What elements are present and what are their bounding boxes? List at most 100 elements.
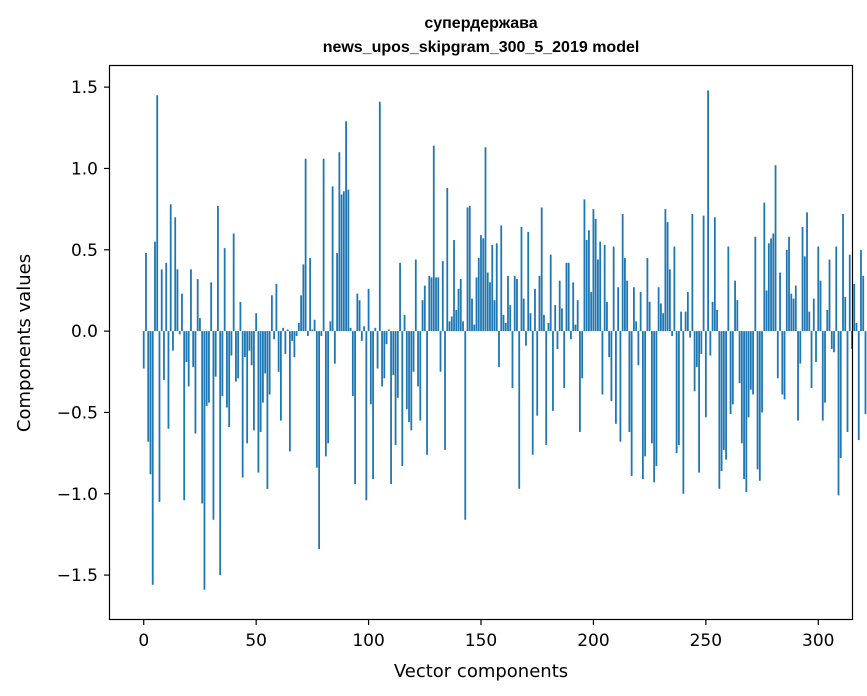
- bar: [531, 331, 534, 455]
- bar: [172, 331, 174, 351]
- bar: [401, 331, 404, 467]
- bar: [700, 331, 703, 354]
- bar: [855, 322, 858, 332]
- bar: [423, 285, 426, 332]
- bar: [453, 240, 455, 332]
- bar: [471, 298, 473, 332]
- bar: [160, 269, 163, 332]
- bar: [239, 301, 242, 332]
- bar: [597, 259, 599, 332]
- bar: [511, 331, 514, 389]
- bar: [288, 331, 291, 452]
- bar: [437, 277, 440, 332]
- bar: [237, 331, 240, 379]
- bar: [376, 331, 379, 369]
- bar: [727, 246, 730, 332]
- bar: [641, 331, 644, 480]
- bar: [594, 218, 597, 332]
- bar: [655, 331, 658, 467]
- bar: [563, 331, 566, 389]
- bar: [432, 145, 435, 332]
- bar: [502, 314, 505, 332]
- x-tick-label: 50: [245, 631, 267, 651]
- bar: [230, 331, 233, 356]
- bar: [527, 231, 530, 332]
- bar: [545, 331, 548, 445]
- chart-title-line1: супердержава: [424, 15, 537, 32]
- bar: [473, 324, 476, 332]
- bar: [174, 217, 177, 332]
- bar: [235, 331, 237, 382]
- bar: [588, 230, 590, 332]
- y-tick-label: −0.5: [57, 403, 98, 423]
- bar: [313, 319, 316, 332]
- bar: [689, 331, 692, 338]
- bar: [630, 331, 633, 476]
- bar: [466, 207, 469, 332]
- bar: [695, 331, 698, 367]
- bar: [734, 280, 736, 332]
- bar: [320, 331, 323, 336]
- bar: [619, 331, 622, 442]
- bar: [311, 329, 314, 332]
- bar: [702, 215, 705, 332]
- bar: [340, 194, 343, 332]
- bar: [491, 244, 494, 332]
- bar: [756, 331, 759, 470]
- bar: [439, 331, 442, 372]
- bar: [833, 331, 835, 353]
- bar: [408, 331, 410, 423]
- bar: [860, 249, 862, 332]
- bar: [518, 331, 521, 489]
- bar: [615, 331, 617, 424]
- bar: [801, 227, 804, 332]
- bar: [572, 282, 575, 332]
- bar: [147, 331, 150, 442]
- x-tick-label: 300: [802, 631, 834, 651]
- bar: [277, 331, 280, 372]
- bar: [740, 331, 743, 444]
- bar: [556, 331, 559, 349]
- bar: [767, 243, 770, 332]
- bar: [169, 204, 172, 332]
- bar: [635, 321, 638, 332]
- bar: [410, 331, 413, 431]
- bar: [606, 301, 608, 332]
- bar: [345, 121, 347, 332]
- bar: [158, 331, 161, 502]
- plot-frame: [108, 64, 854, 621]
- bar: [498, 331, 500, 367]
- bar: [306, 331, 309, 336]
- y-tick-label: 0.5: [71, 241, 98, 261]
- bar: [581, 331, 584, 379]
- bar: [554, 305, 557, 332]
- bar: [743, 331, 745, 480]
- y-axis-ticks: −1.5 −1.0 −0.5 0.0 0.5 1.0 1.5: [57, 78, 110, 586]
- bar: [657, 287, 660, 332]
- bar: [176, 269, 179, 332]
- bar: [329, 321, 332, 332]
- bar: [208, 331, 210, 403]
- bar: [205, 331, 208, 406]
- bar: [792, 298, 795, 332]
- bar: [154, 241, 156, 332]
- bar: [529, 313, 532, 332]
- bar: [142, 331, 145, 369]
- bar: [279, 331, 282, 421]
- bar: [864, 331, 867, 415]
- bar: [273, 331, 276, 340]
- bar: [403, 314, 406, 332]
- bar: [381, 331, 383, 387]
- y-axis-label: Components values: [14, 254, 35, 432]
- bar: [848, 254, 851, 332]
- bars-group: [142, 90, 867, 590]
- bar: [842, 214, 844, 332]
- bar: [448, 321, 451, 332]
- bar: [534, 288, 536, 332]
- bar: [378, 101, 381, 332]
- bar: [785, 249, 788, 332]
- bar: [828, 259, 831, 332]
- bar: [725, 331, 727, 460]
- bar: [266, 331, 269, 489]
